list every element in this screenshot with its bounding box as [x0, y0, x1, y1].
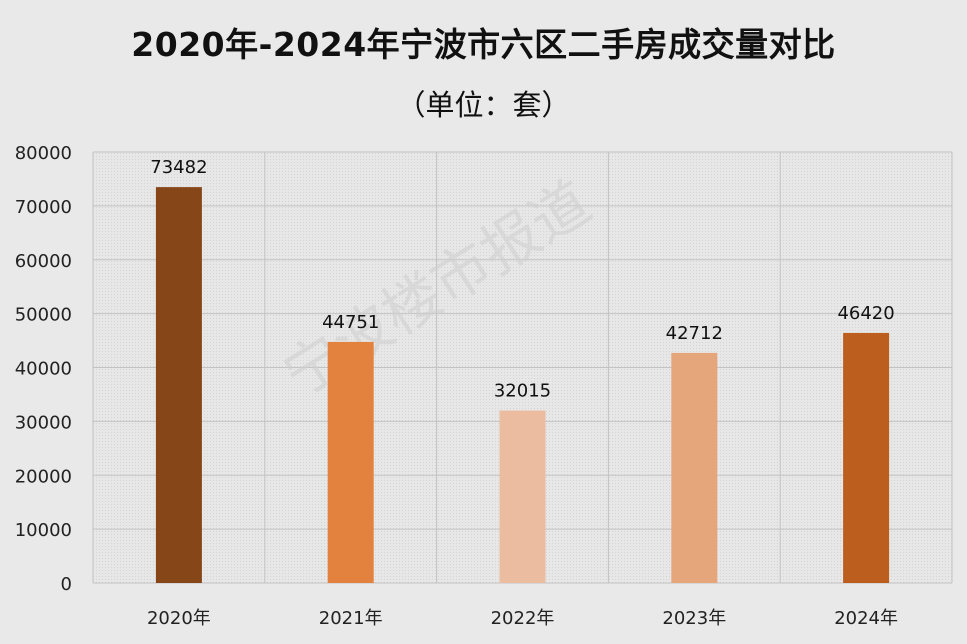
y-tick-label: 20000 [15, 466, 72, 487]
y-tick-label: 0 [61, 574, 72, 595]
chart-title: 2020年-2024年宁波市六区二手房成交量对比 [131, 25, 836, 64]
y-tick-label: 10000 [15, 520, 72, 541]
bar-2020年 [155, 187, 202, 583]
data-label: 44751 [322, 312, 379, 333]
x-tick-label: 2020年 [147, 608, 211, 629]
data-label: 73482 [150, 157, 207, 178]
data-label: 42712 [666, 323, 723, 344]
x-tick-label: 2021年 [319, 608, 383, 629]
x-tick-label: 2023年 [662, 608, 726, 629]
y-tick-label: 70000 [15, 197, 72, 218]
data-label: 46420 [837, 303, 894, 324]
y-tick-label: 40000 [15, 359, 72, 380]
y-tick-label: 30000 [15, 412, 72, 433]
data-label: 32015 [494, 381, 551, 402]
y-tick-label: 80000 [15, 143, 72, 164]
x-tick-label: 2022年 [491, 608, 555, 629]
y-tick-label: 60000 [15, 251, 72, 272]
y-tick-label: 50000 [15, 305, 72, 326]
x-tick-label: 2024年 [834, 608, 898, 629]
bar-2022年 [499, 410, 546, 583]
bar-2023年 [671, 352, 718, 583]
bar-2021年 [327, 341, 374, 583]
bar-2024年 [843, 332, 890, 583]
chart-subtitle: （单位：套） [396, 88, 571, 122]
